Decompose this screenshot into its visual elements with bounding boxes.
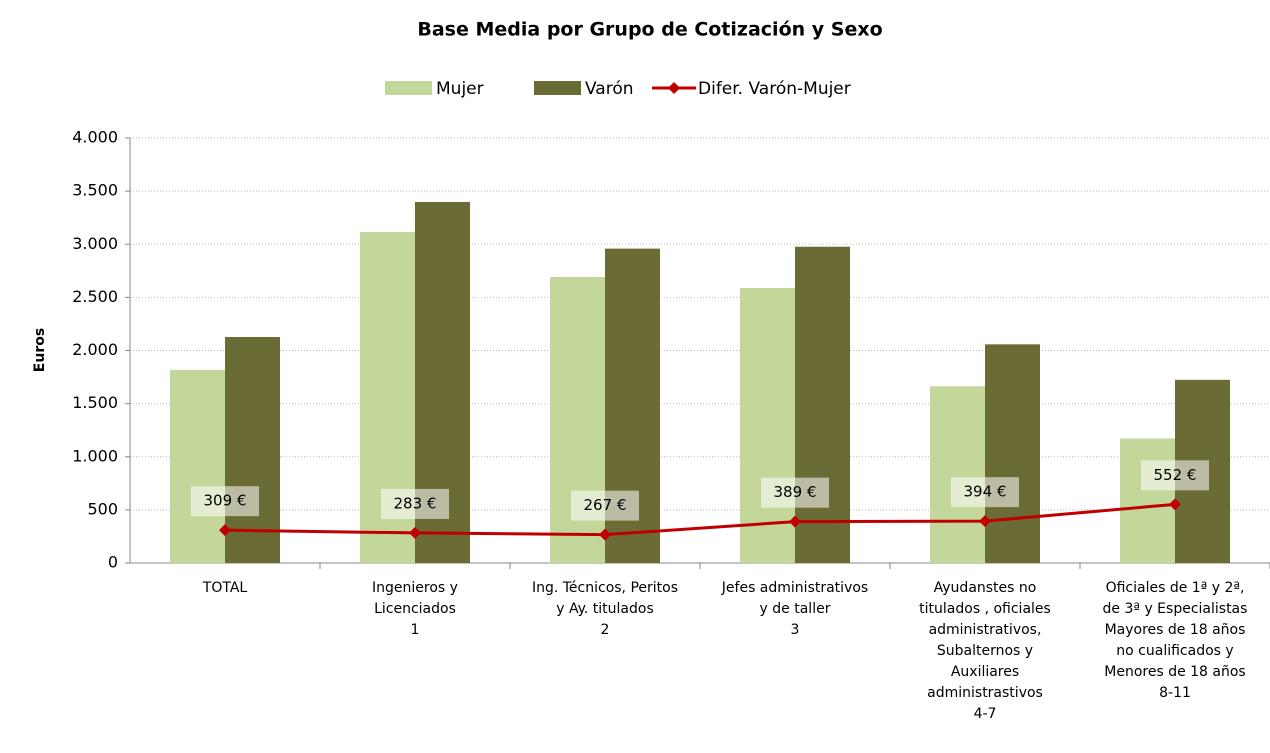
- data-label-box: [951, 477, 1019, 508]
- y-tick-label: 3.500: [72, 181, 118, 200]
- legend-swatch: [534, 81, 581, 95]
- data-label: 552 €: [1154, 466, 1197, 484]
- data-label-box: [571, 490, 639, 521]
- y-tick-label: 1.000: [72, 446, 118, 465]
- y-axis-label: Euros: [32, 328, 48, 372]
- data-label: 267 €: [584, 496, 627, 514]
- legend-marker: [668, 82, 680, 94]
- x-tick-label: Ingenieros y Licenciados 1: [372, 580, 458, 638]
- data-label-box: [381, 488, 449, 519]
- data-label: 389 €: [774, 483, 817, 501]
- x-tick-label: Ayudanstes no titulados , oficiales admini…: [919, 580, 1051, 722]
- y-tick-label: 500: [87, 499, 118, 518]
- data-label: 283 €: [394, 494, 437, 512]
- y-tick-label: 4.000: [72, 128, 118, 147]
- bar: [985, 344, 1040, 563]
- line: [224, 502, 1176, 537]
- x-tick-label: Oficiales de 1ª y 2ª, de 3ª y Especialist…: [1103, 580, 1248, 701]
- data-label-box: [761, 477, 829, 508]
- data-label: 394 €: [964, 483, 1007, 501]
- y-tick-label: 2.500: [72, 287, 118, 306]
- y-tick-label: 3.000: [72, 234, 118, 253]
- bar: [225, 337, 280, 563]
- x-tick-label: Jefes administrativos y de taller 3: [721, 580, 868, 638]
- bar: [795, 246, 850, 563]
- y-tick-label: 0: [108, 553, 118, 572]
- x-tick-label: TOTAL: [202, 580, 248, 596]
- y-tick-label: 2.000: [72, 340, 118, 359]
- legend-label: Difer. Varón-Mujer: [698, 79, 851, 99]
- line-marker: [599, 528, 611, 541]
- line-marker: [979, 515, 991, 528]
- bar: [930, 386, 985, 563]
- bar: [740, 288, 795, 563]
- data-label: 309 €: [204, 492, 247, 510]
- line-marker: [409, 526, 421, 539]
- data-label-box: [191, 486, 259, 517]
- legend-swatch: [385, 81, 432, 95]
- legend-label: Mujer: [436, 79, 484, 99]
- chart-title: Base Media por Grupo de Cotización y Sex…: [417, 19, 882, 41]
- data-label-box: [1141, 460, 1209, 491]
- line-marker: [219, 524, 231, 537]
- line-marker: [1169, 498, 1181, 511]
- bar: [1120, 438, 1175, 563]
- y-tick-label: 1.500: [72, 393, 118, 412]
- x-tick-label: Ing. Técnicos, Peritos y Ay. titulados 2: [532, 580, 678, 638]
- line-marker: [789, 515, 801, 528]
- legend-label: Varón: [585, 79, 634, 99]
- bar: [170, 369, 225, 563]
